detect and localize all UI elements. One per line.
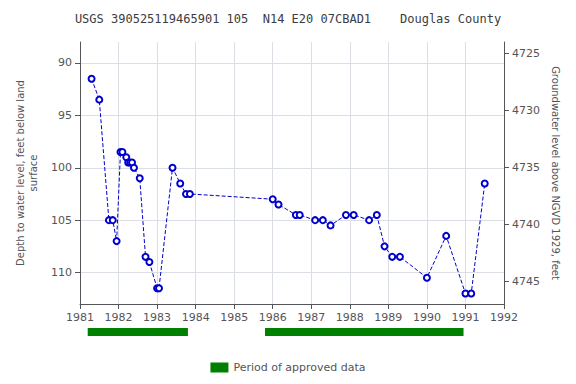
svg-text:105: 105 xyxy=(51,214,72,227)
svg-text:Groundwater level above NGVD 1: Groundwater level above NGVD 1929, feet xyxy=(550,66,561,280)
svg-text:1990: 1990 xyxy=(413,311,441,324)
svg-text:4735: 4735 xyxy=(512,161,540,174)
svg-text:1989: 1989 xyxy=(374,311,402,324)
svg-text:Depth to water level, feet bel: Depth to water level, feet below land xyxy=(15,80,26,266)
svg-text:1986: 1986 xyxy=(259,311,287,324)
svg-text:1992: 1992 xyxy=(490,311,518,324)
svg-text:95: 95 xyxy=(58,109,72,122)
svg-text:1988: 1988 xyxy=(336,311,364,324)
svg-text:4725: 4725 xyxy=(512,47,540,60)
svg-text:1981: 1981 xyxy=(66,311,94,324)
svg-text:1984: 1984 xyxy=(182,311,210,324)
svg-text:surface: surface xyxy=(28,155,39,192)
svg-text:1985: 1985 xyxy=(220,311,248,324)
svg-text:100: 100 xyxy=(51,161,72,174)
svg-text:USGS 390525119465901 105 N14: USGS 390525119465901 105 N14 E20 07CBAD1… xyxy=(75,12,501,26)
svg-text:110: 110 xyxy=(51,266,72,279)
svg-text:Period of approved data: Period of approved data xyxy=(233,361,365,374)
svg-text:1987: 1987 xyxy=(297,311,325,324)
svg-text:1982: 1982 xyxy=(105,311,133,324)
svg-text:4740: 4740 xyxy=(512,218,540,231)
svg-text:1991: 1991 xyxy=(451,311,479,324)
svg-text:90: 90 xyxy=(58,56,72,69)
svg-text:1983: 1983 xyxy=(143,311,171,324)
svg-text:4745: 4745 xyxy=(512,275,540,288)
svg-text:4730: 4730 xyxy=(512,104,540,117)
